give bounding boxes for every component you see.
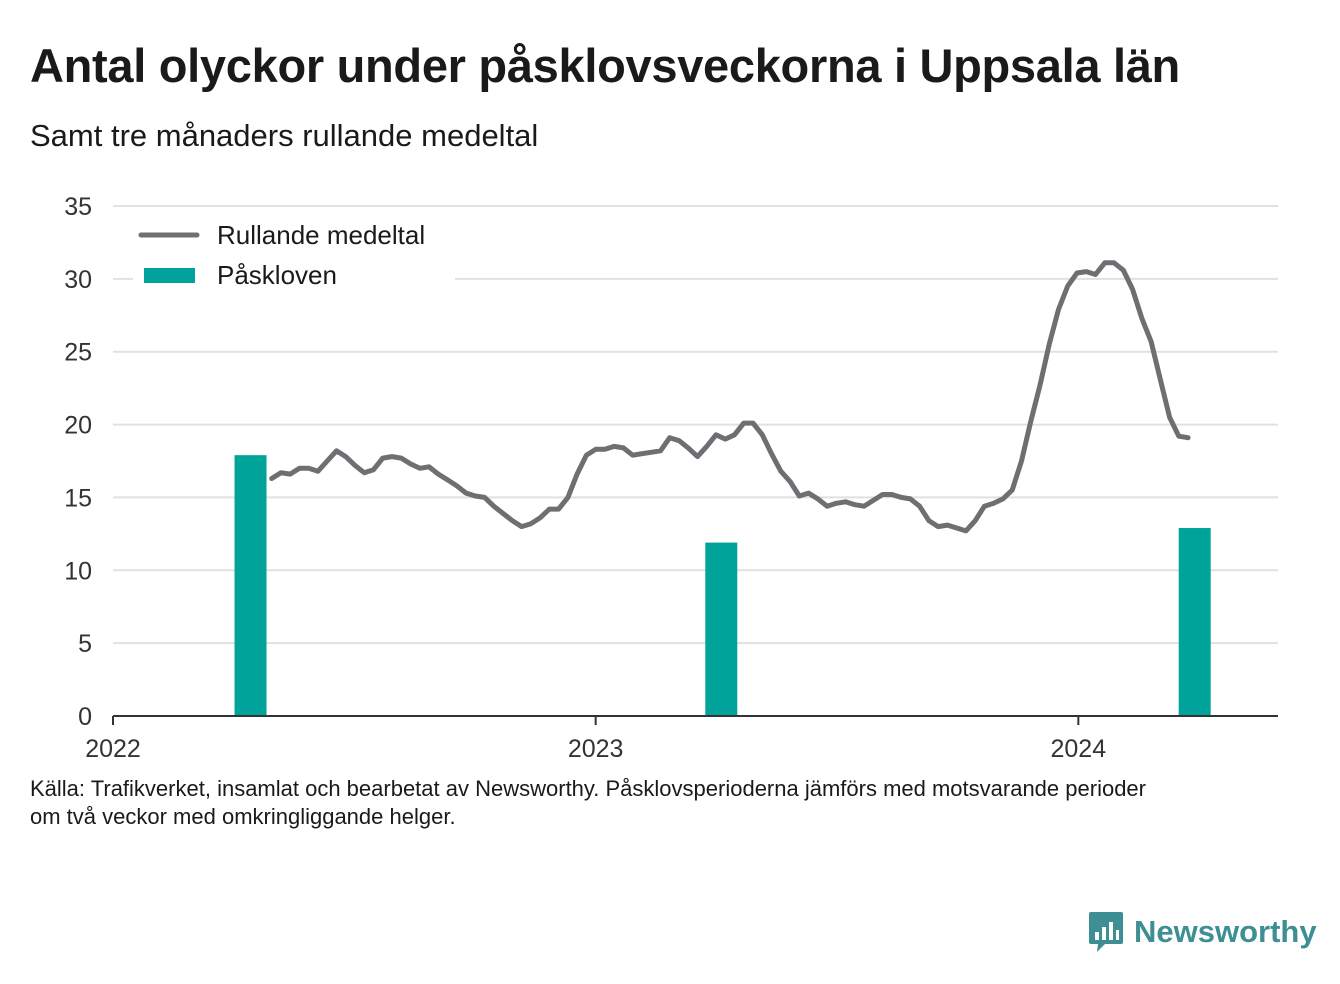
line-rullande-medeltal — [269, 260, 1191, 534]
legend-label-rullande-medeltal: Rullande medeltal — [217, 220, 425, 250]
legend-label-paskloven: Påskloven — [217, 260, 337, 290]
bar-series-paskloven — [234, 455, 1211, 716]
y-tick-label-10: 10 — [64, 557, 92, 585]
x-tick-label-2023: 2023 — [568, 735, 624, 763]
legend: Rullande medeltal Påskloven — [133, 220, 455, 290]
y-tick-label-35: 35 — [64, 193, 92, 221]
bar-paskloven-2 — [705, 542, 738, 716]
axes: 0 5 10 15 20 25 30 35 2022 2023 2024 — [64, 193, 1278, 763]
bar-paskloven-1 — [234, 455, 267, 716]
source-footnote: Källa: Trafikverket, insamlat och bearbe… — [30, 775, 1250, 831]
x-tick-label-2024: 2024 — [1051, 735, 1107, 763]
y-tick-label-5: 5 — [78, 630, 92, 658]
footnote-line-2: om två veckor med omkringliggande helger… — [30, 804, 456, 829]
legend-bar-swatch — [144, 268, 195, 283]
logo-text: Newsworthy — [1134, 914, 1317, 949]
bar-chart-speech-bubble-icon — [1089, 912, 1123, 952]
y-tick-label-20: 20 — [64, 412, 92, 440]
y-tick-label-0: 0 — [78, 703, 92, 731]
footnote-line-1: Källa: Trafikverket, insamlat och bearbe… — [30, 776, 1146, 801]
line-series-rullande-medeltal — [269, 260, 1191, 534]
chart-title: Antal olyckor under påsklovsveckorna i U… — [30, 39, 1180, 92]
newsworthy-logo[interactable]: Newsworthy — [1088, 908, 1317, 956]
y-tick-label-25: 25 — [64, 339, 92, 367]
chart-area: 0 5 10 15 20 25 30 35 2022 2023 2024 Rullande mede… — [64, 193, 1278, 763]
x-tick-label-2022: 2022 — [85, 735, 141, 763]
bar-paskloven-3 — [1178, 528, 1211, 716]
y-tick-label-30: 30 — [64, 266, 92, 294]
chart-subtitle: Samt tre månaders rullande medeltal — [30, 118, 539, 153]
y-tick-label-15: 15 — [64, 484, 92, 512]
